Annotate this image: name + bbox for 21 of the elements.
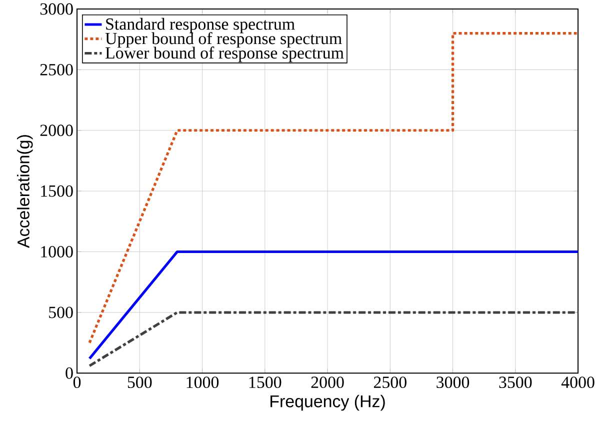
x-tick-label: 1500 — [249, 376, 282, 388]
x-tick-label: 3000 — [436, 376, 470, 388]
x-tick-label: 500 — [128, 376, 152, 388]
x-tick-label: 4000 — [561, 376, 594, 388]
y-tick-label: 3000 — [40, 3, 73, 15]
x-axis-title: Frequency (Hz) — [270, 394, 385, 411]
y-tick-label: 500 — [49, 306, 73, 318]
legend-label: Upper bound of response spectrum — [105, 32, 342, 48]
legend-label: Standard response spectrum — [106, 18, 295, 34]
x-tick-label: 3500 — [499, 376, 532, 388]
x-tick-label: 0 — [73, 376, 81, 388]
legend-label: Lower bound of response spectrum — [106, 46, 344, 62]
y-tick-label: 1000 — [41, 246, 73, 258]
y-tick-label: 2000 — [40, 124, 73, 136]
x-tick-label: 1000 — [186, 376, 219, 388]
x-tick-label: 2500 — [374, 376, 406, 388]
y-tick-label: 0 — [66, 367, 73, 379]
y-tick-label: 2500 — [40, 64, 73, 76]
y-axis-title: Acceleration(g) — [16, 135, 33, 248]
x-tick-label: 2000 — [311, 376, 344, 388]
y-tick-label: 1500 — [41, 185, 73, 197]
